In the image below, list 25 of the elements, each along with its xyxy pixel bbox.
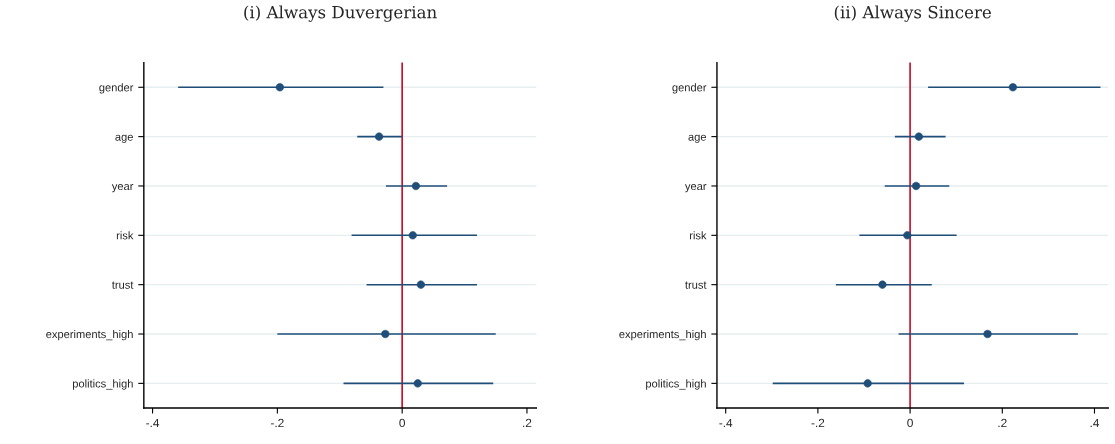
x-tick-label: .4 [1090,418,1100,428]
x-tick-label: -.2 [811,418,825,428]
x-tick-label: 0 [399,418,405,428]
y-tick-label: gender [672,83,707,94]
y-tick-label: politics_high [72,379,133,390]
y-tick-label: gender [99,83,134,94]
y-tick-label: politics_high [646,379,706,390]
chart-title: (i) Always Duvergerian [244,5,437,22]
x-tick-label: -.4 [146,418,160,428]
y-tick-label: trust [111,281,134,289]
chart-title: (ii) Always Sincere [834,5,991,22]
x-tick-label: .2 [998,418,1007,428]
y-tick-label: experiments_high [619,329,706,341]
x-tick-label: 0 [907,418,913,428]
y-tick-label: trust [685,281,707,289]
y-tick-label: experiments_high [46,329,133,341]
x-tick-label: .2 [523,418,532,428]
y-tick-label: year [111,184,134,193]
y-tick-label: age [688,134,707,143]
y-tick-label: risk [689,231,707,240]
x-tick-label: -.4 [719,418,733,428]
x-tick-label: -.2 [271,418,284,428]
y-tick-label: year [684,184,707,193]
y-tick-label: risk [116,231,134,240]
y-tick-label: age [115,134,133,143]
